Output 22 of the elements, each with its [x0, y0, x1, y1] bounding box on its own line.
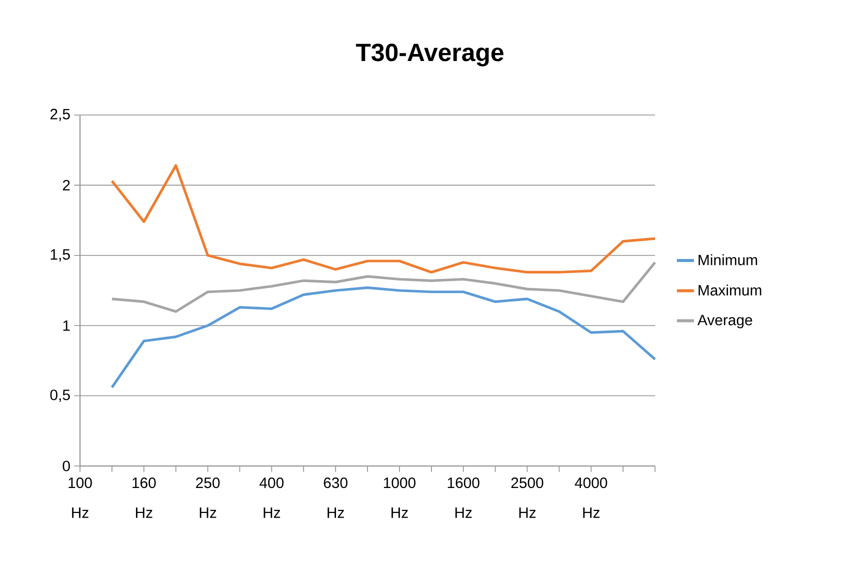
- category-label: 400 Hz: [260, 478, 284, 518]
- line-series: [110, 286, 656, 389]
- category-label: 630 Hz: [324, 478, 348, 518]
- legend-label: Average: [697, 314, 752, 328]
- y-tick-label: 0: [62, 460, 70, 472]
- category-label: 1600 Hz: [448, 478, 480, 518]
- y-tick-label: 1,5: [50, 249, 70, 262]
- y-tick-label: 2: [62, 180, 70, 190]
- y-tick-label: 1: [63, 320, 70, 331]
- chart-title: T30-Average: [356, 44, 504, 66]
- legend-label: Minimum: [698, 254, 758, 266]
- line-series: [110, 164, 656, 274]
- category-label: 160 Hz: [132, 478, 156, 518]
- category-label: 2500 Hz: [511, 478, 544, 518]
- category-label: 1000 Hz: [384, 478, 416, 518]
- line-series: [110, 261, 656, 313]
- legend-label: Maximum: [698, 284, 762, 296]
- y-tick-label: 0,5: [50, 390, 70, 402]
- y-tick-label: 2,5: [50, 108, 70, 122]
- category-label: 250 Hz: [196, 478, 220, 518]
- category-label: 4000 Hz: [574, 478, 608, 518]
- category-label: 100 Hz: [68, 478, 92, 518]
